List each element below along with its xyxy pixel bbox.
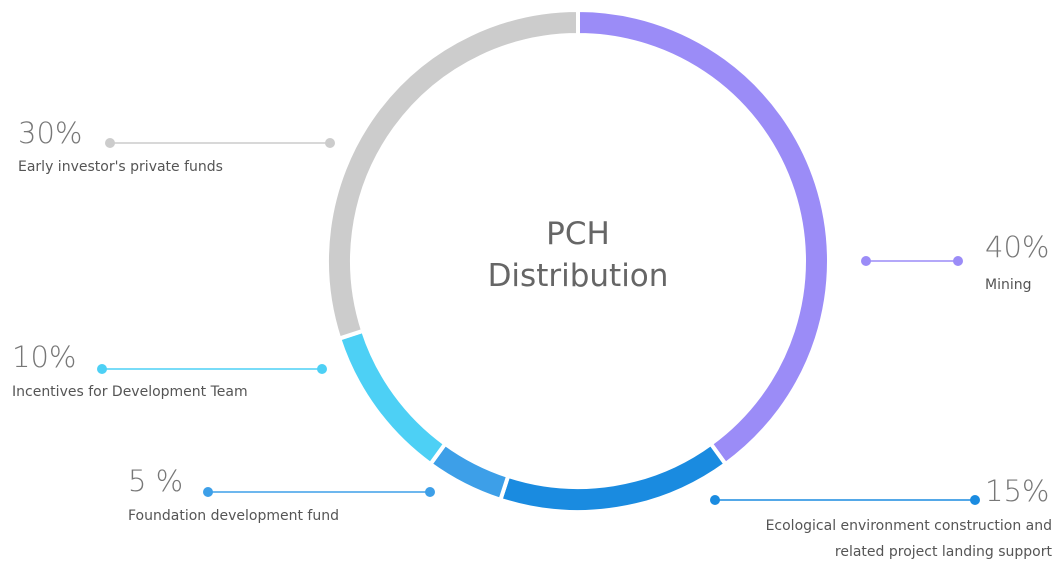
- value-label: 5 %: [128, 464, 184, 498]
- value-label: 30%: [18, 116, 83, 150]
- leader-dot: [97, 364, 107, 374]
- donut-segment: [497, 441, 729, 514]
- leader-dot: [970, 495, 980, 505]
- category-label: Early investor's private funds: [18, 159, 223, 175]
- donut-segment: [336, 328, 448, 467]
- leader-dot: [861, 256, 871, 266]
- category-label: Ecological environment construction and …: [765, 518, 1052, 560]
- leader-dot: [325, 138, 335, 148]
- donut-segment: [325, 7, 580, 342]
- leader-dot: [710, 495, 720, 505]
- chart-title: PCH Distribution: [487, 216, 669, 294]
- category-label: Foundation development fund: [128, 508, 339, 524]
- leader-dot: [105, 138, 115, 148]
- value-label: 10%: [12, 340, 77, 374]
- leader-dot: [425, 487, 435, 497]
- category-label: Incentives for Development Team: [12, 384, 248, 400]
- value-label: 40%: [985, 230, 1050, 264]
- leader-dot: [203, 487, 213, 497]
- donut-segment: [427, 441, 511, 503]
- leader-dot: [953, 256, 963, 266]
- category-label: Mining: [985, 277, 1032, 293]
- value-label: 15%: [985, 474, 1050, 508]
- leader-dot: [317, 364, 327, 374]
